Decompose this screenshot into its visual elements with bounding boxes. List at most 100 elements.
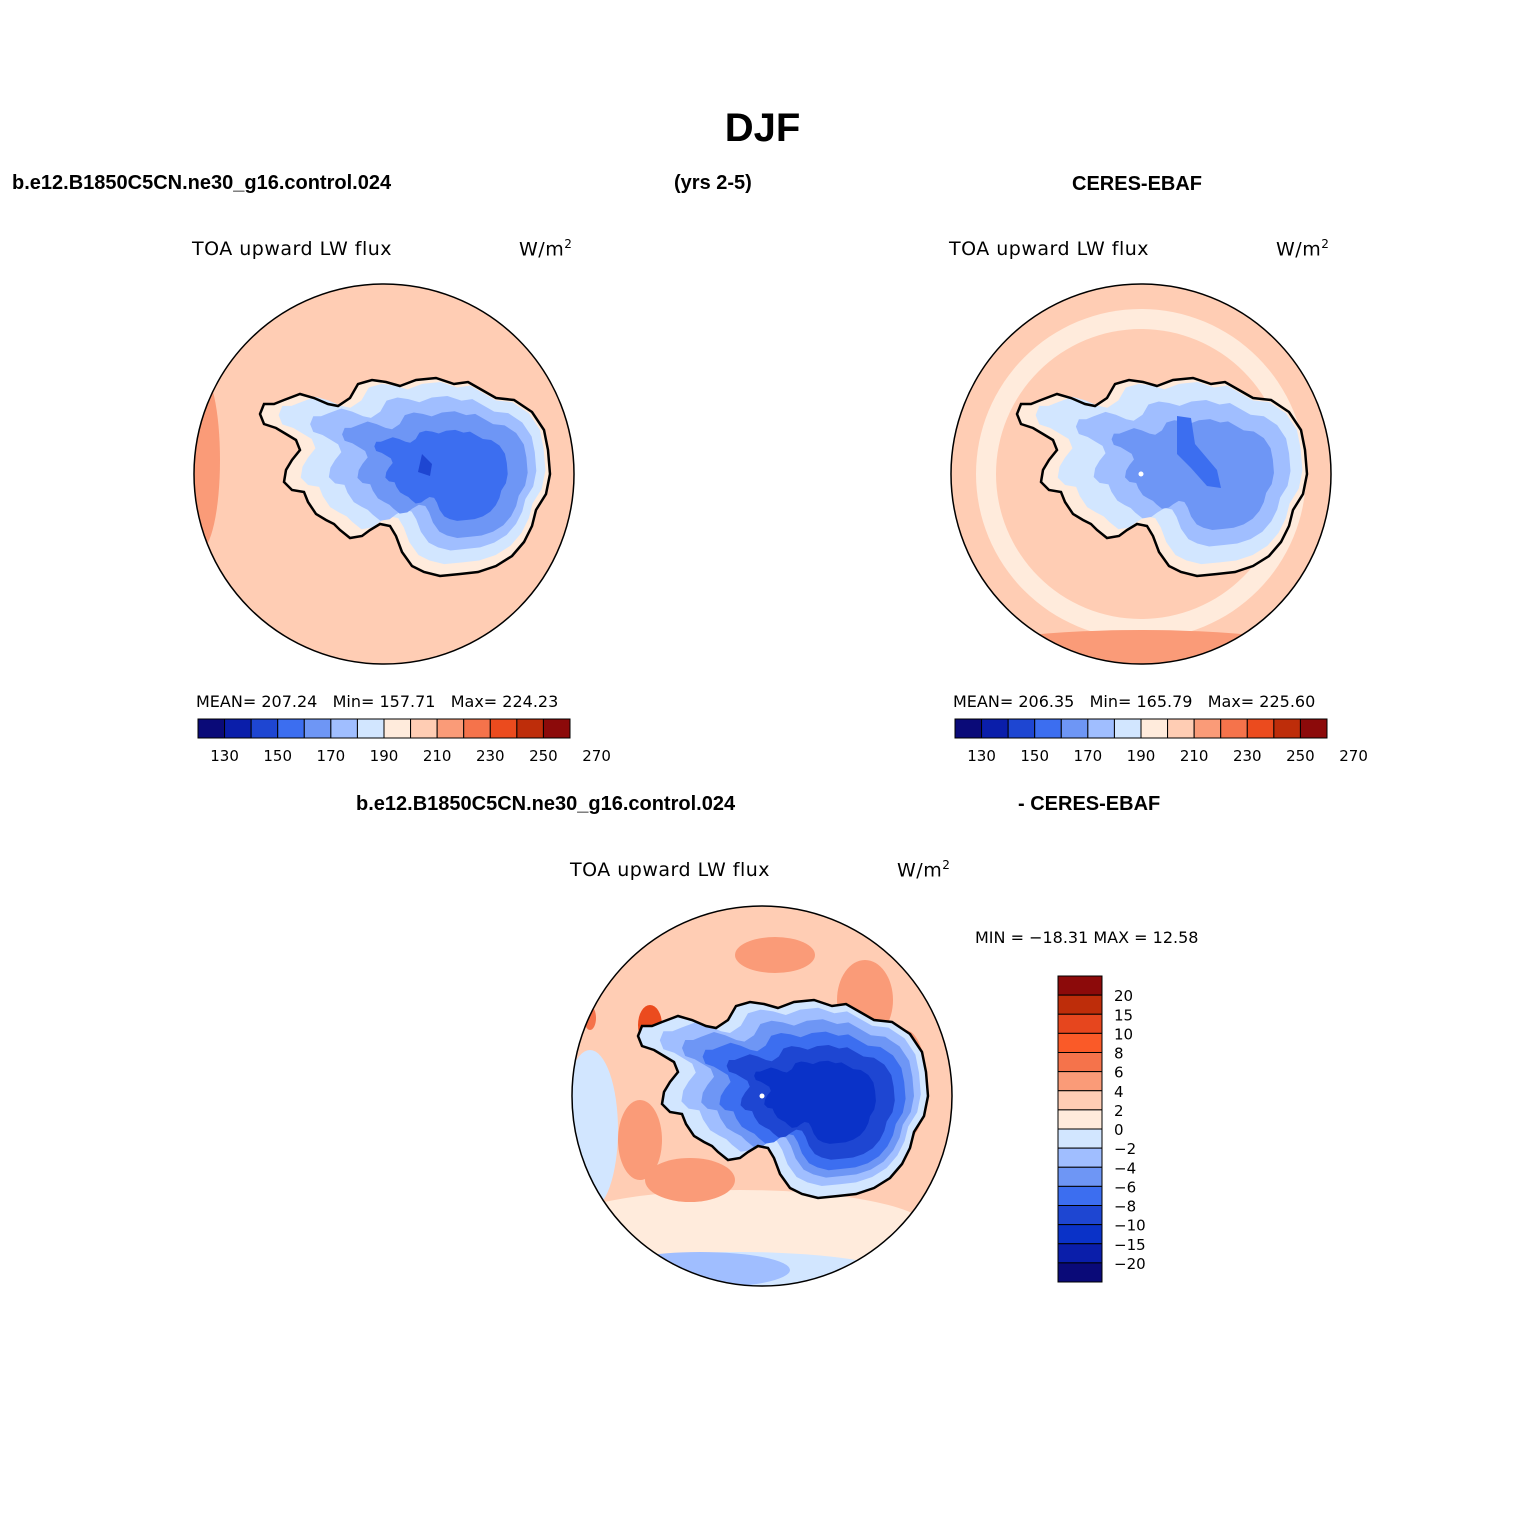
model-warm-patch <box>194 370 220 550</box>
diff-colorbar-tick-label: −8 <box>1114 1198 1136 1216</box>
model-colorbar-tick-label: 150 <box>263 747 292 765</box>
model-colorbar-box <box>277 718 305 739</box>
obs-colorbar-tick-label: 170 <box>1074 747 1103 765</box>
obs-map-border <box>950 283 1332 665</box>
diff-colorbar-box <box>1057 1109 1103 1130</box>
model-colorbar-tick-label: 210 <box>423 747 452 765</box>
diff-colorbar-tick-label: 10 <box>1114 1025 1133 1043</box>
diff-colorbar-box <box>1057 1185 1103 1206</box>
diff-colorbar-box <box>1057 1205 1103 1226</box>
obs-colorbar: 130 150 170 190 210 230 250 270 <box>954 718 1368 765</box>
obs-colorbar-box <box>981 718 1009 739</box>
diff-panel-title: TOA upward LW flux <box>570 859 771 881</box>
obs-colorbar-box <box>1167 718 1195 739</box>
diff-panel-units: W/m2 <box>897 858 951 882</box>
diff-colorbar-box <box>1057 1166 1103 1187</box>
obs-colorbar-box <box>1060 718 1089 739</box>
obs-colorbar-box <box>1140 718 1169 739</box>
obs-colorbar-tick-label: 230 <box>1233 747 1262 765</box>
obs-colorbar-tick-label: 270 <box>1339 747 1368 765</box>
model-colorbar-tick-label: 270 <box>582 747 611 765</box>
model-colorbar-tick-label: 250 <box>529 747 558 765</box>
years-caption: (yrs 2-5) <box>674 172 752 194</box>
diff-colorbar-tick-label: 20 <box>1114 987 1133 1005</box>
obs-colorbar-box <box>1246 718 1275 739</box>
obs-colorbar-box <box>1007 718 1036 739</box>
diff-colorbar-box <box>1057 1090 1103 1111</box>
model-colorbar-box <box>383 718 412 739</box>
obs-colorbar-tick-label: 130 <box>967 747 996 765</box>
diff-map <box>571 905 953 1287</box>
model-colorbar: 130 150 170 190 210 230 250 270 <box>197 718 611 765</box>
obs-colorbar-box <box>1034 718 1062 739</box>
obs-map <box>950 283 1332 665</box>
obs-colorbar-box <box>1087 718 1115 739</box>
diff-colorbar-tick-label: −6 <box>1114 1178 1136 1196</box>
obs-name-caption: CERES-EBAF <box>1072 173 1203 195</box>
diff-map-border <box>571 905 953 1287</box>
obs-colorbar-box <box>1113 718 1142 739</box>
model-colorbar-box <box>463 718 491 739</box>
diff-colorbar-box <box>1057 1032 1103 1053</box>
model-colorbar-tick-label: 170 <box>317 747 346 765</box>
diff-colorbar-tick-label: −2 <box>1114 1140 1136 1158</box>
diff-colorbar-box <box>1057 1013 1103 1034</box>
model-colorbar-box <box>410 718 438 739</box>
main-title: DJF <box>724 106 801 150</box>
model-colorbar-box <box>436 718 465 739</box>
obs-panel-title: TOA upward LW flux <box>949 238 1150 260</box>
diff-colorbar-box <box>1057 994 1103 1015</box>
model-colorbar-box <box>542 718 571 739</box>
obs-colorbar-box <box>1193 718 1222 739</box>
model-colorbar-box <box>489 718 518 739</box>
model-panel-units: W/m2 <box>519 237 573 261</box>
diff-colorbar-box <box>1057 1224 1103 1245</box>
diff-colorbar-tick-label: 2 <box>1114 1102 1124 1120</box>
diff-warm-patch-north <box>735 937 815 973</box>
model-colorbar-box <box>250 718 279 739</box>
model-colorbar-box <box>224 718 252 739</box>
model-panel-title: TOA upward LW flux <box>192 238 393 260</box>
model-colorbar-box <box>356 718 385 739</box>
diff-colorbar-box <box>1057 1071 1103 1092</box>
model-colorbar-box <box>303 718 332 739</box>
obs-colorbar-box <box>1273 718 1301 739</box>
model-antarctica <box>258 376 552 578</box>
obs-colorbar-tick-label: 190 <box>1127 747 1156 765</box>
obs-stats: MEAN= 206.35 Min= 165.79 Max= 225.60 <box>953 692 1316 711</box>
case-name-caption: b.e12.B1850C5CN.ne30_g16.control.024 <box>12 172 392 194</box>
diff-colorbar-tick-label: 8 <box>1114 1045 1124 1063</box>
obs-panel-units: W/m2 <box>1276 237 1330 261</box>
obs-colorbar-box <box>954 718 983 739</box>
diff-colorbar-tick-label: −20 <box>1114 1255 1146 1273</box>
model-colorbar-box <box>197 718 226 739</box>
diff-colorbar-box <box>1057 1128 1103 1149</box>
obs-colorbar-tick-label: 150 <box>1020 747 1049 765</box>
diff-colorbar-box <box>1057 1052 1103 1073</box>
model-colorbar-box <box>516 718 544 739</box>
diff-caption-right: - CERES-EBAF <box>1018 793 1161 815</box>
model-map <box>193 283 575 665</box>
diff-colorbar-tick-label: −15 <box>1114 1236 1146 1254</box>
model-stats: MEAN= 207.24 Min= 157.71 Max= 224.23 <box>196 692 559 711</box>
diff-minmax: MIN = −18.31 MAX = 12.58 <box>975 928 1199 947</box>
diff-colorbar-tick-label: 0 <box>1114 1121 1124 1139</box>
diff-colorbar-tick-label: −10 <box>1114 1217 1146 1235</box>
diff-colorbar-box <box>1057 1262 1103 1283</box>
model-colorbar-tick-label: 190 <box>370 747 399 765</box>
obs-colorbar-box <box>1220 718 1248 739</box>
diff-caption-left: b.e12.B1850C5CN.ne30_g16.control.024 <box>356 793 736 815</box>
obs-warm-patch <box>951 630 1331 664</box>
diff-colorbar-tick-label: 15 <box>1114 1006 1133 1024</box>
model-map-border <box>193 283 575 665</box>
diff-colorbar-box <box>1057 1147 1103 1168</box>
diff-colorbar-box <box>1057 1243 1103 1264</box>
diff-colorbar-tick-label: 6 <box>1114 1064 1124 1082</box>
diff-colorbar-tick-label: 4 <box>1114 1083 1124 1101</box>
model-colorbar-tick-label: 230 <box>476 747 505 765</box>
obs-colorbar-tick-label: 210 <box>1180 747 1209 765</box>
obs-colorbar-box <box>1299 718 1328 739</box>
obs-colorbar-tick-label: 250 <box>1286 747 1315 765</box>
